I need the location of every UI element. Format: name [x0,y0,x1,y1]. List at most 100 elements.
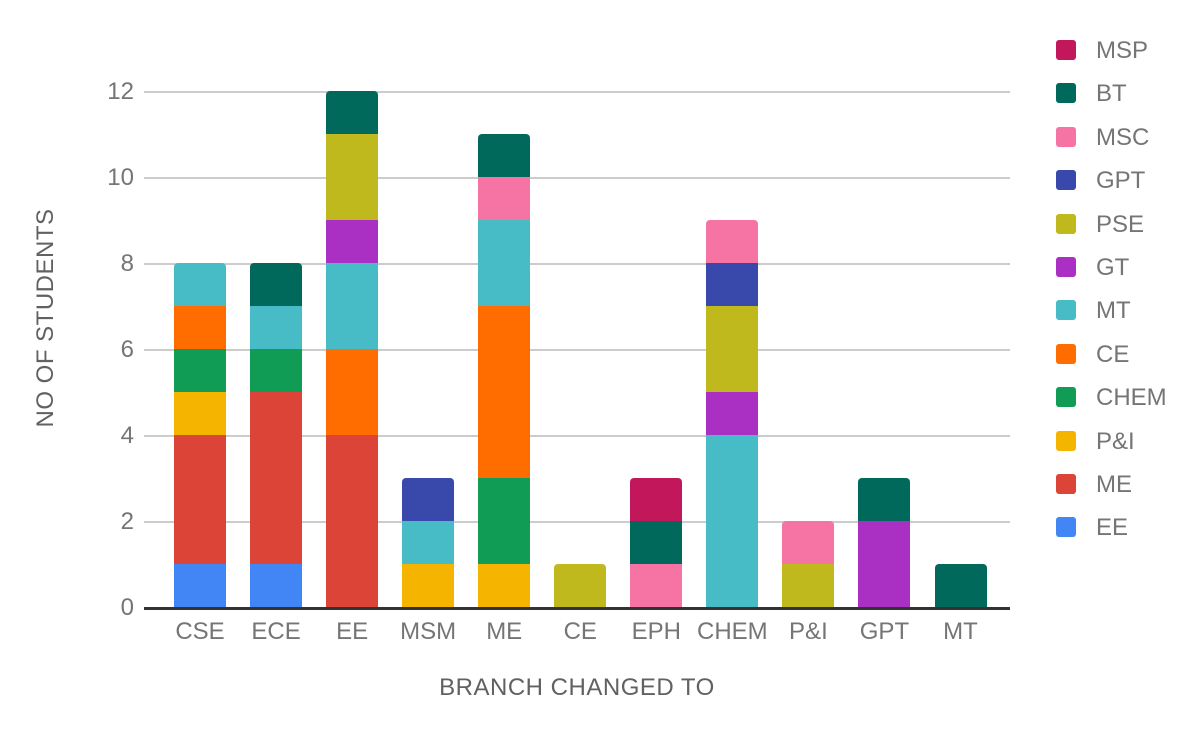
x-category-label-EPH: EPH [631,618,681,645]
legend-label-CE: CE [1096,340,1130,368]
legend-item-BT[interactable]: BT [1056,81,1200,107]
legend-swatch-GPT [1056,170,1076,191]
bar-segment-ECE-ME[interactable] [250,392,303,564]
legend-swatch-EE [1056,517,1076,538]
legend-swatch-MT [1056,300,1076,321]
legend-label-EE: EE [1096,514,1129,542]
legend-label-PSE: PSE [1096,210,1145,238]
legend-swatch-CHEM [1056,387,1076,408]
bar-segment-CHEM-PSE[interactable] [706,306,759,392]
bar-segment-CSE-CHEM[interactable] [174,349,226,392]
legend-swatch-P&I [1056,430,1076,451]
x-axis-baseline [144,607,1010,610]
x-category-label-ME: ME [486,618,523,645]
x-category-label-GPT: GPT [859,618,910,645]
bar-segment-EE-PSE[interactable] [326,134,379,220]
bar-segment-ME-MSC[interactable] [478,177,531,220]
x-axis-title: BRANCH CHANGED TO [439,674,715,701]
y-tick-label-2: 2 [120,508,134,535]
bar-segment-P&I-PSE[interactable] [782,564,835,607]
bar-segment-CE-PSE[interactable] [554,564,607,607]
bar-segment-EE-MT[interactable] [326,263,379,349]
bar-segment-CSE-P&I[interactable] [174,392,226,435]
x-category-label-EE: EE [336,618,369,645]
y-tick-label-8: 8 [120,250,134,277]
legend-swatch-MSC [1056,126,1076,147]
x-category-label-MSM: MSM [400,618,457,645]
legend-item-GT[interactable]: GT [1056,255,1200,281]
bar-segment-CHEM-GPT[interactable] [706,263,759,306]
legend-swatch-ME [1056,474,1076,494]
legend-label-MSC: MSC [1096,123,1150,151]
legend-swatch-PSE [1056,213,1076,234]
legend-item-EE[interactable]: EE [1056,515,1200,541]
legend-label-GPT: GPT [1096,167,1146,195]
bar-segment-EE-BT[interactable] [326,91,379,134]
bar-segment-ME-CHEM[interactable] [478,478,531,564]
bar-segment-ECE-EE[interactable] [250,564,303,607]
bar-segment-CHEM-MT[interactable] [706,435,759,607]
bar-segment-ME-MT[interactable] [478,220,531,306]
legend-swatch-MSP [1056,40,1076,60]
bar-segment-ME-P&I[interactable] [478,564,531,607]
gridline-2 [144,521,1010,523]
legend-label-P&I: P&I [1096,427,1135,455]
y-tick-label-6: 6 [120,336,134,363]
legend-item-MT[interactable]: MT [1056,298,1200,324]
legend-label-CHEM: CHEM [1096,384,1167,412]
legend-item-ME[interactable]: ME [1056,472,1200,498]
bar-segment-GPT-GT[interactable] [858,521,911,607]
y-tick-label-4: 4 [120,422,134,449]
bar-segment-MT-BT[interactable] [934,564,987,607]
x-category-label-CHEM: CHEM [697,618,768,645]
legend-swatch-CE [1056,343,1076,364]
legend-label-GT: GT [1096,254,1130,281]
legend-label-ME: ME [1096,471,1132,498]
bar-segment-EPH-MSP[interactable] [630,478,683,521]
bar-segment-CSE-ME[interactable] [174,435,226,564]
gridline-12 [144,91,1010,93]
bar-segment-CSE-EE[interactable] [174,564,226,607]
bar-segment-ME-BT[interactable] [478,134,531,177]
legend-item-MSC[interactable]: MSC [1056,123,1200,151]
bar-segment-MSM-GPT[interactable] [402,478,455,521]
legend-item-CHEM[interactable]: CHEM [1056,385,1200,411]
x-category-label-MT: MT [943,618,978,645]
bar-segment-GPT-BT[interactable] [858,478,911,521]
bar-segment-MSM-P&I[interactable] [402,564,455,607]
x-category-label-P&I: P&I [789,618,828,645]
x-category-label-ECE: ECE [251,618,301,645]
legend-swatch-GT [1056,257,1076,277]
legend-item-CE[interactable]: CE [1056,340,1200,368]
bar-segment-EPH-MSC[interactable] [630,564,683,607]
gridline-6 [144,349,1010,351]
bar-segment-EPH-BT[interactable] [630,521,683,564]
gridline-10 [144,177,1010,179]
bar-segment-ECE-MT[interactable] [250,306,303,349]
legend-item-MSP[interactable]: MSP [1056,38,1200,64]
bar-segment-CHEM-MSC[interactable] [706,220,759,263]
bar-segment-CHEM-GT[interactable] [706,392,759,435]
y-tick-label-12: 12 [107,78,134,105]
legend-label-BT: BT [1096,80,1127,108]
legend-swatch-BT [1056,83,1076,104]
gridline-4 [144,435,1010,437]
legend-item-GPT[interactable]: GPT [1056,168,1200,194]
bar-segment-ME-CE[interactable] [478,306,531,478]
bar-segment-EE-CE[interactable] [326,349,379,435]
bar-segment-EE-GT[interactable] [326,220,379,263]
bar-segment-ECE-CHEM[interactable] [250,349,303,392]
gridline-8 [144,263,1010,265]
bar-segment-P&I-MSC[interactable] [782,521,835,564]
legend-item-P&I[interactable]: P&I [1056,427,1200,455]
x-category-label-CE: CE [563,618,597,645]
legend-item-PSE[interactable]: PSE [1056,210,1200,238]
bar-segment-MSM-MT[interactable] [402,521,455,564]
legend-label-MT: MT [1096,297,1131,325]
bar-segment-CSE-MT[interactable] [174,263,226,306]
bar-segment-ECE-BT[interactable] [250,263,303,306]
y-tick-label-0: 0 [120,594,134,621]
bar-segment-EE-ME[interactable] [326,435,379,607]
bar-segment-CSE-CE[interactable] [174,306,226,349]
y-axis-title: NO OF STUDENTS [32,208,59,428]
